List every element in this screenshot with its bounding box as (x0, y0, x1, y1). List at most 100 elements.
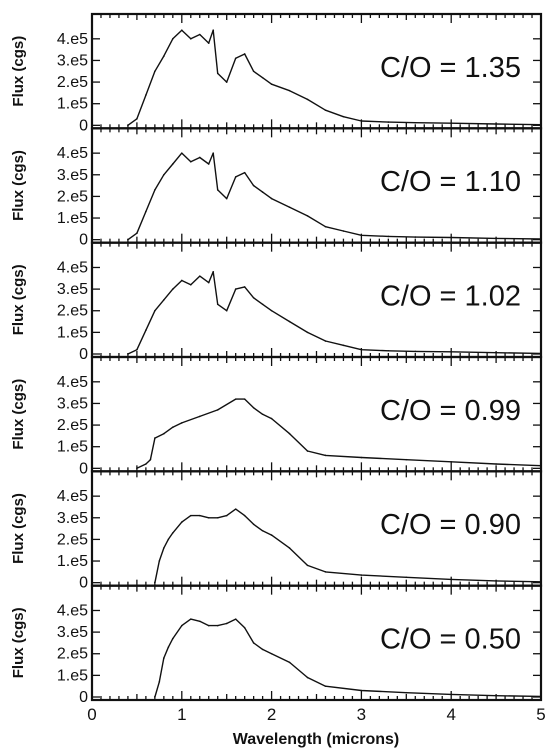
series-line (136, 398, 542, 469)
data-point (145, 463, 147, 465)
data-point (212, 271, 215, 273)
x-tick-label: 0 (87, 705, 96, 724)
data-point (495, 351, 497, 354)
data-point (136, 467, 138, 470)
series-line (127, 271, 542, 355)
data-point (270, 652, 273, 655)
data-point (149, 458, 152, 461)
y-tick-label: 3.e5 (57, 510, 88, 527)
data-point (181, 422, 183, 424)
data-point (540, 238, 542, 240)
panel-annotation: C/O = 0.50 (380, 624, 521, 656)
data-point (145, 94, 147, 96)
data-point (360, 120, 363, 122)
data-point (288, 89, 291, 92)
data-point (261, 76, 264, 79)
y-tick-label: 3.e5 (57, 167, 88, 184)
x-tick-label: 3 (357, 705, 366, 724)
data-point (234, 618, 237, 620)
y-tick-label: 0 (79, 232, 88, 249)
y-tick-label: 4.e5 (57, 488, 88, 505)
y-tick-label: 4.e5 (57, 602, 88, 619)
data-point (198, 514, 201, 517)
data-point (198, 33, 201, 36)
data-point (225, 309, 228, 312)
data-point (225, 81, 228, 83)
data-point (234, 398, 237, 400)
data-point (127, 353, 129, 355)
data-point (207, 163, 210, 165)
data-point (216, 189, 219, 191)
data-point (495, 694, 497, 697)
data-point (540, 123, 542, 126)
data-point (288, 547, 291, 549)
data-point (252, 642, 255, 644)
y-axis-label: Flux (cgs) (10, 379, 27, 450)
data-point (167, 538, 170, 541)
panel-2: 0 1.e5 2.e5 3.e5 4.e5 Flux (cgs) C/O = 1.10 (10, 127, 543, 249)
data-point (540, 695, 542, 698)
data-point (450, 236, 453, 239)
data-point (252, 184, 255, 187)
series-line (127, 152, 542, 241)
data-point (342, 115, 345, 118)
data-point (234, 288, 237, 290)
x-tick-label: 2 (267, 705, 276, 724)
y-tick-label: 3.e5 (57, 624, 88, 641)
y-tick-label: 2.e5 (57, 188, 88, 205)
y-axis-label: Flux (cgs) (10, 264, 27, 335)
data-point (212, 152, 215, 154)
data-point (136, 348, 138, 351)
data-point (181, 624, 183, 627)
data-point (414, 236, 417, 238)
series-line (154, 508, 542, 583)
data-point (342, 230, 345, 232)
data-point (243, 286, 246, 288)
data-point (450, 122, 453, 124)
data-point (225, 197, 228, 200)
data-point (306, 331, 309, 334)
data-point (270, 83, 273, 86)
data-point (167, 646, 170, 649)
data-point (163, 299, 165, 301)
data-point (198, 415, 201, 418)
data-point (181, 521, 183, 523)
panel-annotation: C/O = 1.35 (380, 52, 521, 84)
data-point (288, 320, 291, 323)
data-point (154, 581, 156, 584)
data-point (207, 281, 210, 284)
data-point (172, 532, 174, 534)
data-point (198, 156, 201, 159)
y-tick-label: 0 (79, 575, 88, 592)
y-tick-label: 1.e5 (57, 553, 88, 570)
data-point (387, 349, 390, 352)
data-point (261, 648, 264, 651)
data-point (189, 161, 192, 163)
x-axis-label: Wavelength (microns) (233, 731, 400, 748)
data-point (387, 235, 390, 238)
data-point (154, 189, 156, 191)
data-point (225, 622, 228, 625)
data-point (270, 197, 273, 200)
data-point (216, 72, 219, 75)
y-tick-label: 3.e5 (57, 281, 88, 298)
data-point (324, 454, 327, 457)
data-point (387, 121, 390, 123)
series-line (127, 29, 542, 126)
data-point (189, 38, 192, 40)
y-tick-label: 3.e5 (57, 52, 88, 69)
y-tick-label: 1.e5 (57, 96, 88, 113)
panel-1: 0 1.e5 2.e5 3.e5 4.e5 Flux (cgs) C/O = 1.35 (10, 12, 543, 134)
series-line (154, 618, 542, 698)
y-axis-label: Flux (cgs) (10, 607, 27, 678)
data-point (360, 574, 363, 576)
data-point (495, 463, 497, 465)
data-point (270, 534, 273, 536)
data-point (172, 288, 174, 290)
data-point (154, 309, 156, 312)
data-point (252, 70, 255, 73)
y-axis-label: Flux (cgs) (10, 493, 27, 564)
data-point (234, 508, 237, 510)
data-point (360, 689, 363, 692)
panel-5: 0 1.e5 2.e5 3.e5 4.e5 Flux (cgs) C/O = 0.90 (10, 470, 543, 592)
